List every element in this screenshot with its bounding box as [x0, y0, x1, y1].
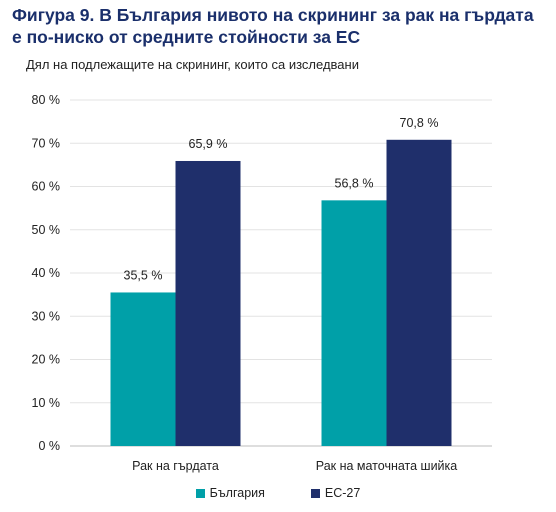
chart-legend: България ЕС-27: [0, 486, 556, 500]
data-label-1-0: 56,8 %: [335, 176, 374, 190]
category-label-0: Рак на гърдата: [132, 459, 219, 473]
y-tick-label-50: 50 %: [32, 223, 61, 237]
bar-1-0: [321, 200, 387, 446]
legend-label-eu27: ЕС-27: [324, 486, 361, 500]
data-labels: 35,5 % 65,9 % 56,8 % 70,8 %: [124, 116, 439, 283]
legend-item-eu27: ЕС-27: [310, 486, 361, 500]
bars: [110, 139, 452, 447]
chart-subtitle: Дял на подлежащите на скрининг, които са…: [26, 57, 359, 72]
bar-1-1: [386, 139, 452, 447]
bar-0-1: [175, 160, 241, 447]
y-tick-label-20: 20 %: [32, 353, 61, 367]
y-axis-ticks: 0 % 10 % 20 % 30 % 40 % 50 % 60 % 70 % 80 %: [32, 93, 61, 453]
data-label-1-1: 70,8 %: [400, 116, 439, 130]
y-tick-label-30: 30 %: [32, 309, 61, 323]
category-label-1: Рак на маточната шийка: [316, 459, 458, 473]
y-tick-label-40: 40 %: [32, 266, 61, 280]
legend-swatch-eu27: [310, 488, 320, 498]
legend-swatch-bulgaria: [195, 488, 205, 498]
legend-item-bulgaria: България: [195, 486, 265, 500]
x-axis-categories: Рак на гърдата Рак на маточната шийка: [132, 459, 457, 473]
bar-0-0: [110, 292, 176, 446]
y-tick-label-0: 0 %: [38, 439, 60, 453]
y-tick-label-10: 10 %: [32, 396, 61, 410]
data-label-0-0: 35,5 %: [124, 268, 163, 282]
y-tick-label-70: 70 %: [32, 136, 61, 150]
chart-title: Фигура 9. В България нивото на скрининг …: [12, 5, 534, 47]
y-tick-label-60: 60 %: [32, 180, 61, 194]
legend-label-bulgaria: България: [209, 486, 265, 500]
y-tick-label-80: 80 %: [32, 93, 61, 107]
data-label-0-1: 65,9 %: [189, 137, 228, 151]
